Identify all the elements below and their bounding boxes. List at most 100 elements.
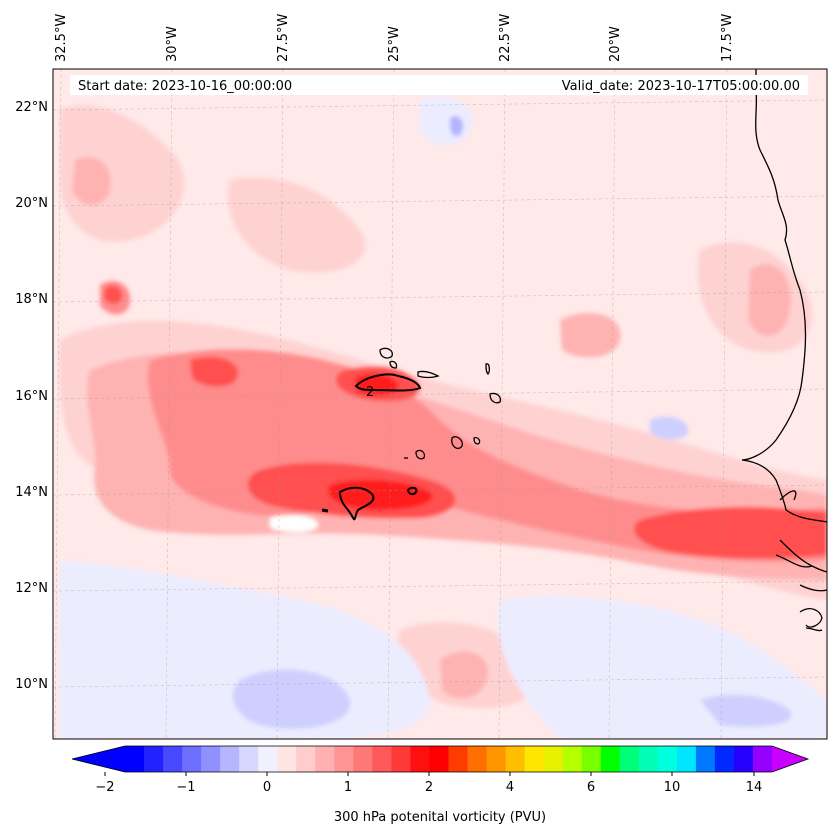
meridian-line [276,69,284,739]
colorbar-swatch [752,746,773,772]
pv-patch-pink-nw [72,156,111,205]
lon-label: 30°W [165,26,180,62]
lon-label: 25°W [387,26,402,62]
colorbar-swatch [296,746,316,772]
colorbar-swatch [467,746,488,772]
island-1 [379,347,393,359]
colorbar-swatch [144,746,164,772]
colorbar-swatch [391,746,411,772]
colorbar-swatch [277,746,297,772]
lat-label: 20°N [15,196,48,211]
lat-label: 22°N [15,100,48,115]
colorbar-swatch [163,746,183,772]
colorbar-swatch [372,746,392,772]
pv-field [59,96,827,739]
colorbar-swatch [524,746,545,772]
contour-label: 2 [366,385,374,400]
pv-2-contour-line-dot-2 [321,508,329,513]
pv-patch-pink-e [748,264,791,337]
pv-patch-light-n [228,177,366,273]
colorbar: −2 −1 0 1 2 4 6 10 14 [71,745,810,795]
colorbar-swatch [543,746,564,772]
lat-label: 14°N [15,485,48,500]
colorbar-swatch [695,746,716,772]
colorbar-swatch [676,746,697,772]
colorbar-swatch [448,746,469,772]
colorbar-swatch [239,746,259,772]
colorbar-swatch [619,746,640,772]
pv-core-red-nw [104,285,123,304]
lon-label: 27.5°W [276,14,291,62]
colorbar-outline [71,745,810,773]
lon-label: 17.5°W [720,14,735,62]
colorbar-swatch [429,746,449,772]
africa-coastline [741,69,827,632]
pv-patch-pink-s [440,651,489,699]
pv-patch-pink-n2 [560,312,621,358]
colorbar-label: 300 hPa potenital vorticity (PVU) [334,810,546,825]
lon-label: 20°W [608,26,623,62]
colorbar-swatch [714,746,735,772]
lon-label: 22.5°W [498,14,513,62]
colorbar-tick-label: −2 [95,780,114,795]
coastline [379,69,827,632]
colorbar-tick-label: 1 [344,780,352,795]
island-8 [415,449,426,460]
colorbar-swatch [600,746,621,772]
lon-label: 32.5°W [54,14,69,62]
lat-label: 16°N [15,389,48,404]
lat-label: 18°N [15,292,48,307]
colorbar-tick-label: 14 [746,780,763,795]
colorbar-extend-low [72,746,125,772]
colorbar-swatch [334,746,354,772]
pv-patch-light-nw [60,105,185,242]
island-3 [417,370,440,379]
colorbar-tick-label: 10 [664,780,681,795]
longitude-labels: 32.5°W 30°W 27.5°W 25°W 22.5°W 20°W 17.5°W [54,14,735,62]
pv-low-blue-2 [650,416,689,440]
colorbar-swatch [125,746,145,772]
colorbar-tick-label: −1 [176,780,195,795]
island-6 [451,436,463,450]
colorbar-swatch [505,746,526,772]
colorbar-swatch [182,746,202,772]
colorbar-swatch [220,746,240,772]
island-2 [389,360,398,369]
pv-2-contour-line-south [338,486,375,521]
island-5 [489,392,502,404]
pv-2-contour [321,373,422,521]
graticule [53,69,827,739]
colorbar-swatch [733,746,754,772]
pv-low-blue-3 [700,694,792,727]
colorbar-tick-label: 0 [263,780,271,795]
pv-core-red-4 [634,507,827,559]
lat-label: 12°N [15,581,48,596]
colorbar-swatch [315,746,335,772]
colorbar-swatch [410,746,430,772]
latitude-labels: 22°N 20°N 18°N 16°N 14°N 12°N 10°N [15,100,48,692]
colorbar-tick-label: 4 [506,780,514,795]
colorbar-swatch [353,746,373,772]
start-date-text: Start date: 2023-10-16_00:00:00 [78,79,292,94]
island-7 [473,436,481,445]
pv-2-contour-line-north [354,373,422,392]
meridian-line [720,69,728,739]
colorbar-swatch [657,746,678,772]
pv-low-mid-blue [450,115,464,137]
pv-white-gap [270,515,319,533]
colorbar-extend-high [772,746,808,772]
valid-date-text: Valid_date: 2023-10-17T05:00:00.00 [562,79,800,94]
colorbar-swatch [486,746,507,772]
colorbar-tick-label: 6 [587,780,595,795]
pv-low-blue-1 [232,669,351,729]
meridian-line [498,69,506,739]
pv-core-red-1 [190,356,239,387]
colorbar-swatch [562,746,583,772]
map-panel: 2 [53,69,827,739]
island-4 [485,363,490,375]
colorbar-swatch [581,746,602,772]
colorbar-swatch [638,746,659,772]
meridian-line [608,69,616,739]
pv-2-contour-line-dot-1 [406,486,418,496]
